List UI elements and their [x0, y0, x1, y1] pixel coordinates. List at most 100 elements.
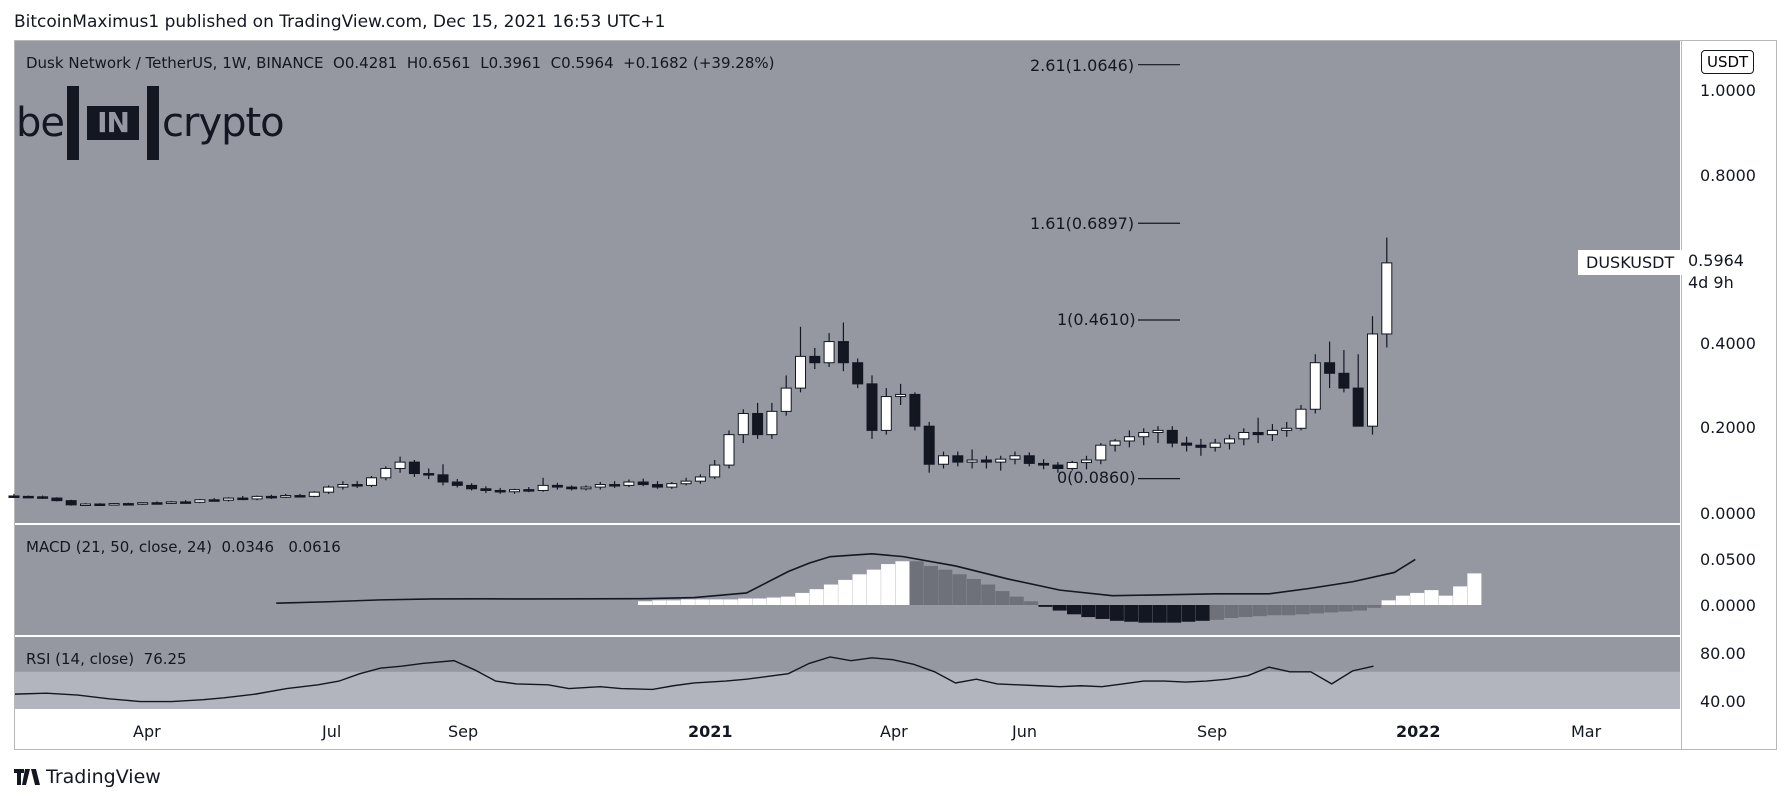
macd-histogram-bar	[666, 600, 681, 605]
time-tick: Apr	[133, 722, 161, 741]
macd-histogram-bar	[995, 591, 1010, 605]
macd-histogram-bar	[1210, 605, 1224, 620]
candle-body	[823, 341, 835, 364]
candle-body	[451, 481, 463, 486]
macd-histogram-bar	[981, 584, 996, 605]
candle-body	[1195, 444, 1207, 448]
candle-body	[952, 455, 964, 463]
macd-histogram-bar	[1410, 592, 1425, 605]
publisher-line: BitcoinMaximus1 published on TradingView…	[14, 12, 666, 32]
candle-body	[480, 488, 492, 491]
candle-body	[180, 501, 192, 504]
candle-body	[923, 425, 935, 465]
macd-legend: MACD (21, 50, close, 24) 0.0346 0.0616	[26, 538, 341, 556]
macd-tick: 0.0500	[1700, 550, 1756, 569]
currency-badge[interactable]: USDT	[1701, 50, 1755, 74]
candle-body	[537, 484, 549, 491]
tradingview-footer[interactable]: TradingView	[14, 766, 161, 788]
fib-label-0: 0(0.0860)	[1057, 468, 1136, 487]
candle-body	[566, 486, 578, 490]
macd-histogram-bar	[1395, 595, 1410, 605]
macd-histogram-bar	[1038, 605, 1053, 607]
macd-histogram-bar	[938, 569, 953, 605]
candle-body	[165, 501, 177, 504]
candle-body	[880, 396, 892, 431]
macd-histogram-bar	[1124, 605, 1139, 622]
candle-body	[1238, 432, 1250, 440]
candle-body	[337, 484, 349, 488]
candle-body	[980, 459, 992, 463]
candle-body	[1109, 440, 1121, 446]
candle-body	[22, 495, 34, 499]
time-tick: Apr	[880, 722, 908, 741]
candle-body	[65, 500, 77, 506]
macd-histogram-bar	[695, 599, 710, 605]
candle-body	[623, 481, 635, 486]
candle-body	[837, 341, 849, 364]
close-value: 0.5964	[561, 54, 614, 72]
candle-body	[966, 459, 978, 463]
macd-histogram-bar	[1467, 573, 1482, 605]
candle-body	[609, 484, 621, 487]
beincrypto-logo: be IN crypto	[16, 86, 285, 160]
macd-tick: 0.0000	[1700, 596, 1756, 615]
candle-body	[737, 412, 749, 436]
macd-histogram-bar	[909, 561, 924, 605]
candle-body	[1181, 442, 1193, 446]
candle-body	[394, 461, 406, 469]
time-tick: 2022	[1396, 722, 1441, 741]
macd-histogram-bar	[1024, 601, 1039, 605]
open-value: 0.4281	[344, 54, 398, 72]
candle-body	[752, 412, 764, 436]
macd-histogram-bar	[823, 584, 838, 605]
macd-histogram-bar	[1324, 605, 1339, 613]
macd-histogram-bar	[895, 561, 910, 605]
macd-histogram-bar	[709, 599, 724, 605]
candle-body	[895, 393, 907, 398]
candle-body	[580, 486, 592, 490]
macd-histogram-bar	[1224, 605, 1239, 619]
symbol-price-tag: DUSKUSDT	[1578, 250, 1683, 275]
candle-body	[1338, 372, 1350, 389]
macd-histogram-bar	[838, 579, 853, 605]
candle-body	[1166, 429, 1178, 444]
macd-line	[276, 553, 1416, 604]
candle-body	[652, 484, 663, 488]
macd-histogram-bar	[1252, 605, 1267, 617]
candle-body	[265, 495, 277, 499]
candle-body	[1152, 429, 1164, 434]
candle-body	[666, 483, 678, 488]
high-value: 0.6561	[418, 54, 471, 72]
candle-body	[294, 495, 306, 498]
candle-body	[323, 486, 335, 493]
price-panel[interactable]	[15, 41, 1680, 523]
macd-histogram-bar	[1381, 600, 1396, 605]
candle-body	[466, 484, 478, 490]
candle-body	[1009, 455, 1021, 460]
candle-body	[1381, 262, 1393, 335]
macd-histogram-bar	[1424, 590, 1439, 605]
candle-body	[1309, 362, 1321, 410]
candle-body	[1138, 432, 1150, 438]
candle-body	[709, 464, 721, 478]
candle-body	[280, 495, 292, 498]
candle-body	[37, 496, 49, 499]
candle-body	[938, 455, 949, 465]
candle-body	[1367, 333, 1378, 427]
candle-body	[780, 387, 792, 412]
macd-histogram-bar	[652, 600, 667, 605]
macd-histogram-bar	[1109, 605, 1124, 621]
candle-body	[995, 458, 1007, 463]
candle-body	[437, 474, 449, 483]
candle-body	[408, 461, 420, 475]
price-tick: 0.8000	[1700, 166, 1756, 185]
macd-histogram-bar	[1167, 605, 1182, 623]
fib-label-161: 1.61(0.6897)	[1030, 214, 1135, 233]
candle-body	[122, 503, 134, 506]
macd-histogram-bar	[1353, 605, 1367, 611]
change-value: +0.1682 (+39.28%)	[623, 54, 775, 72]
macd-histogram-bar	[738, 598, 753, 605]
candle-body	[852, 362, 864, 385]
symbol-name: Dusk Network / TetherUS, 1W, BINANCE	[26, 54, 324, 72]
candle-body	[1281, 427, 1293, 431]
